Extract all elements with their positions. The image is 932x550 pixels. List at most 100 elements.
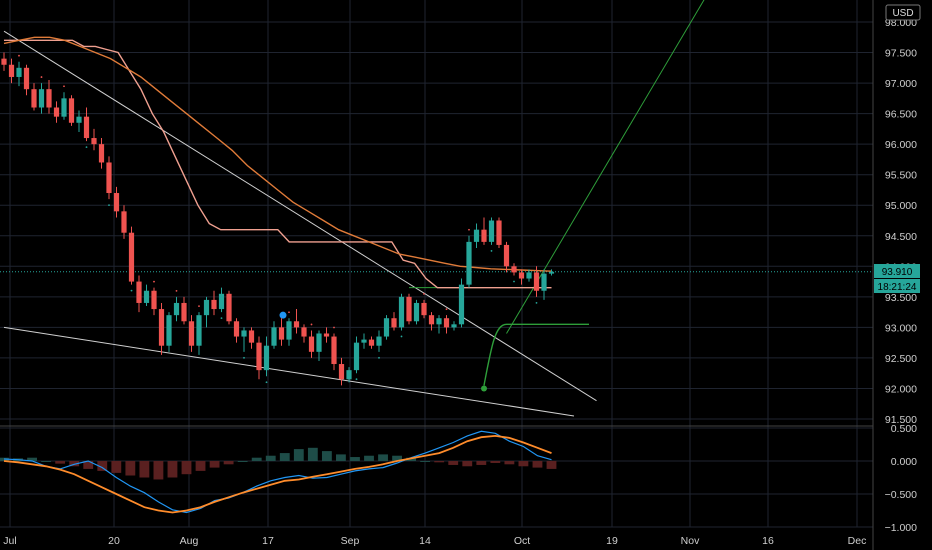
psar-dot — [175, 289, 178, 292]
candle — [331, 333, 337, 371]
currency-badge[interactable]: USD — [885, 4, 921, 21]
candle — [106, 156, 112, 200]
candle — [391, 312, 397, 331]
price-tick-label: 97.500 — [885, 48, 917, 60]
price-tick-label: 96.000 — [885, 139, 917, 151]
price-tick-label: 97.000 — [885, 78, 917, 90]
macd-pane[interactable] — [0, 430, 557, 514]
psar-dot — [400, 335, 403, 338]
candle-body — [8, 64, 15, 77]
candle-body — [413, 302, 420, 322]
candle-body — [293, 321, 300, 328]
macd-histogram-bar — [251, 457, 262, 461]
candle — [173, 296, 180, 322]
candle — [398, 293, 405, 331]
candle — [76, 110, 82, 132]
candle — [488, 217, 495, 245]
candle-body — [113, 193, 120, 212]
candle — [271, 321, 277, 349]
candle-body — [323, 333, 330, 337]
candle-body — [436, 318, 442, 325]
time-axis[interactable]: Jul 20 Aug 17 Sep 14 Oct 19 Nov 16 Dec — [3, 535, 866, 547]
candle — [196, 312, 202, 355]
candle-body — [398, 296, 405, 328]
candle — [98, 138, 105, 169]
current-price-label: 93.910 18:21:24 — [874, 264, 920, 293]
candle — [533, 266, 540, 297]
psar-dot — [288, 311, 290, 314]
candle — [61, 92, 67, 120]
candle-body — [466, 241, 472, 285]
ma-slow-line — [3, 36, 552, 272]
macd-histogram-bar — [504, 461, 515, 465]
candle — [376, 330, 382, 352]
candle-body — [158, 309, 165, 346]
candle-body — [391, 318, 397, 328]
candle — [31, 83, 37, 111]
candle-body — [61, 98, 67, 117]
candle — [503, 241, 510, 273]
candle-body — [98, 144, 105, 163]
psar-dot — [265, 381, 268, 384]
macd-histogram-bar — [125, 461, 136, 476]
event-marker — [279, 311, 287, 319]
candle — [46, 80, 52, 114]
candle-body — [226, 293, 232, 322]
candle — [548, 269, 555, 276]
candle-body — [53, 107, 60, 117]
candle-body — [331, 336, 337, 365]
candle — [436, 315, 442, 334]
candle — [338, 357, 345, 386]
macd-histogram-bar — [490, 461, 501, 463]
candle — [323, 327, 330, 343]
psar-dot — [423, 293, 425, 295]
candle — [353, 336, 360, 374]
time-tick-label: Sep — [341, 535, 360, 547]
candle-body — [211, 299, 217, 310]
macd-histogram-bar — [406, 457, 417, 461]
candle-body — [166, 315, 172, 346]
macd-tick-label: −0.500 — [885, 489, 918, 501]
candle — [406, 293, 412, 325]
time-tick-label: 17 — [262, 535, 274, 547]
candle — [226, 290, 232, 325]
candle — [526, 269, 532, 282]
candle — [286, 318, 292, 346]
candlestick-series[interactable] — [1, 52, 555, 386]
macd-tick-label: 0.500 — [891, 423, 917, 435]
current-price-value: 93.910 — [882, 267, 913, 278]
candle — [136, 275, 142, 313]
candle-body — [46, 89, 52, 108]
macd-histogram-bar — [139, 461, 150, 478]
psar-dot — [535, 301, 538, 304]
candle — [233, 318, 240, 343]
macd-histogram-bar — [321, 451, 332, 461]
support-curve — [483, 323, 589, 386]
price-tick-label: 95.500 — [885, 170, 917, 182]
candle-body — [136, 281, 142, 303]
macd-histogram-bar — [293, 449, 304, 461]
macd-axis[interactable]: 0.500 0.000 −0.500 −1.000 — [885, 423, 918, 534]
candle — [188, 315, 195, 352]
macd-histogram-bar — [97, 461, 108, 471]
candle-body — [428, 315, 435, 325]
psar-dot — [355, 378, 358, 381]
candle-body — [496, 220, 502, 245]
candle-body — [203, 299, 210, 316]
bar-countdown: 18:21:24 — [878, 282, 917, 293]
candle-body — [481, 229, 487, 242]
trendline-upper — [3, 30, 597, 402]
candle — [518, 269, 525, 285]
candle — [496, 217, 502, 248]
candle — [241, 327, 247, 352]
psar-dot — [333, 326, 335, 329]
trendlines[interactable] — [3, 0, 709, 417]
macd-histogram-bar — [392, 455, 402, 461]
time-tick-label: 16 — [762, 535, 774, 547]
time-tick-label: Aug — [180, 535, 199, 547]
macd-histogram-bar — [111, 461, 122, 473]
macd-histogram-bar — [546, 461, 557, 469]
candle-body — [83, 116, 90, 139]
candle-body — [301, 327, 307, 337]
